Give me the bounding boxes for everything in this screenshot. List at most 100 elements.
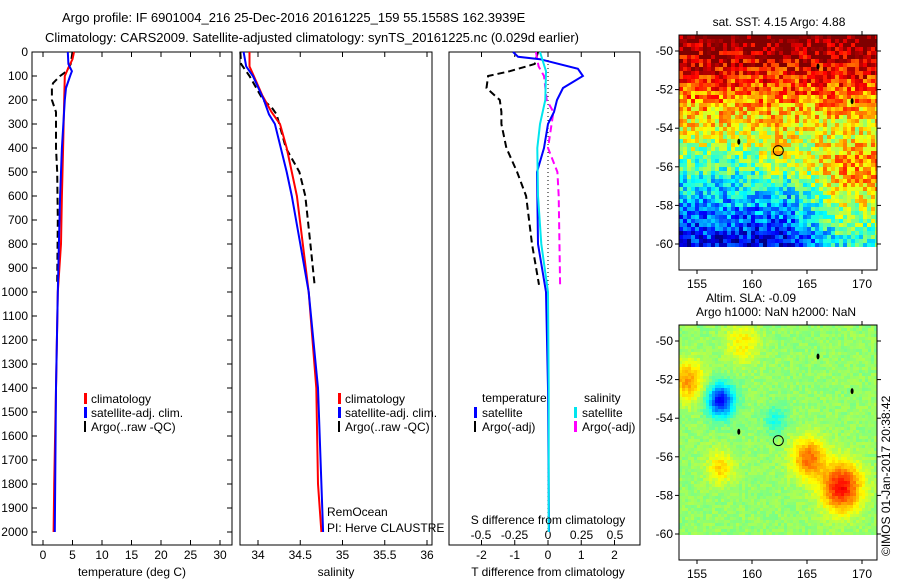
y-tick-label: 1000 <box>1 285 28 299</box>
lat-tick-label: -56 <box>656 160 674 174</box>
lat-tick-label: -50 <box>656 334 674 348</box>
satellite-temperature-line <box>53 51 73 533</box>
imos-credit: ©IMOS 01-Jan-2017 20:38:42 <box>879 395 893 556</box>
salinity-panel: 34 34.5 35 35.5 36 <box>239 51 434 562</box>
s-diff-xlabel: S difference from climatology <box>471 513 626 527</box>
lon-tick-label: 170 <box>852 567 872 580</box>
lat-tick-label: -58 <box>656 198 674 212</box>
legend-header-temperature: temperature <box>482 391 547 405</box>
plot-frame <box>239 51 433 546</box>
legend-climatology: climatology <box>345 392 405 406</box>
y-tick-label: 900 <box>8 261 28 275</box>
argo-t-diff-line <box>485 51 540 285</box>
x-tick-label: 30 <box>213 548 227 562</box>
legend-argo: Argo(..raw -QC) <box>91 420 176 434</box>
temperature-legend: climatology satellite-adj. clim. Argo(..… <box>84 392 183 434</box>
remocean-label: RemOcean <box>327 505 388 519</box>
map-frame <box>678 324 878 561</box>
salinity-xlabel: salinity <box>318 565 355 579</box>
x-tick-label: 15 <box>125 548 139 562</box>
lat-tick-label: -52 <box>656 373 674 387</box>
y-tick-label: 600 <box>8 189 28 203</box>
legend-satellite: satellite-adj. clim. <box>345 406 437 420</box>
legend-satellite: satellite-adj. clim. <box>91 406 183 420</box>
legend-climatology: climatology <box>91 392 151 406</box>
island-marker <box>850 388 854 395</box>
sla-map-image <box>679 325 877 560</box>
x-tick-label: 20 <box>154 548 168 562</box>
plot-frame <box>31 51 233 546</box>
sst-map-title: sat. SST: 4.15 Argo: 4.88 <box>713 15 846 29</box>
y-tick-label: 1700 <box>1 453 28 467</box>
sla-map-title-1: Altim. SLA: -0.09 <box>706 291 796 305</box>
s-diff-tick-label: -0.5 <box>471 528 492 542</box>
y-tick-label: 1400 <box>1 381 28 395</box>
s-diff-tick-label: -0.25 <box>501 528 529 542</box>
lat-tick-label: -58 <box>656 488 674 502</box>
pi-label: PI: Herve CLAUSTRE <box>327 521 444 535</box>
y-tick-label: 1100 <box>2 309 28 323</box>
satellite-t-diff-line <box>512 51 585 533</box>
y-tick-label: 200 <box>8 93 28 107</box>
y-tick-label: 1800 <box>1 477 28 491</box>
temperature-xlabel: temperature (deg C) <box>78 565 186 579</box>
y-tick-label: 1500 <box>1 405 28 419</box>
y-tick-label: 1900 <box>1 501 28 515</box>
lon-tick-label: 155 <box>687 567 707 580</box>
x-tick-label: 35 <box>336 548 350 562</box>
y-tick-label: 1300 <box>1 357 28 371</box>
sla-map-axes: 155 160 165 170 -50 -52 -54 -56 -58 -60 <box>656 321 881 580</box>
x-tick-label: -2 <box>476 548 487 562</box>
satellite-s-diff-line <box>536 51 550 532</box>
island-marker <box>737 428 741 435</box>
x-tick-label: 0 <box>545 548 552 562</box>
y-tick-label: 700 <box>8 213 28 227</box>
legend-s-argo: Argo(-adj) <box>582 420 635 434</box>
x-tick-label: 35.5 <box>373 548 397 562</box>
argo-salinity-line <box>239 51 316 285</box>
x-tick-label: -1 <box>509 548 520 562</box>
profile-location-marker <box>772 435 784 447</box>
argo-temperature-line <box>50 51 74 285</box>
y-tick-label: 500 <box>8 165 28 179</box>
y-tick-label: 400 <box>8 141 28 155</box>
island-marker <box>737 138 741 145</box>
lon-tick-label: 160 <box>742 567 762 580</box>
y-tick-label: 1600 <box>1 429 28 443</box>
lat-tick-label: -50 <box>656 44 674 58</box>
y-tick-label: 800 <box>8 237 28 251</box>
legend-t-satellite: satellite <box>482 406 523 420</box>
profile-location-marker <box>772 145 784 157</box>
temperature-panel: 0 5 10 15 20 25 300100200300400500600700800900… <box>1 45 233 562</box>
lat-tick-label: -56 <box>656 450 674 464</box>
x-tick-label: 10 <box>95 548 109 562</box>
island-marker <box>850 98 854 105</box>
lat-tick-label: -54 <box>656 121 674 135</box>
title-line-2: Climatology: CARS2009. Satellite-adjuste… <box>45 30 579 45</box>
s-diff-tick-label: 0.5 <box>607 528 624 542</box>
lat-tick-label: -52 <box>656 83 674 97</box>
y-tick-label: 100 <box>8 69 28 83</box>
lon-tick-label: 160 <box>742 277 762 291</box>
climatology-salinity-line <box>248 52 323 533</box>
lon-tick-label: 170 <box>852 277 872 291</box>
x-tick-label: 5 <box>69 548 76 562</box>
legend-t-argo: Argo(-adj) <box>482 420 535 434</box>
title-line-1: Argo profile: IF 6901004_216 25-Dec-2016… <box>62 10 526 25</box>
legend-header-salinity: salinity <box>584 391 621 405</box>
difference-legend: temperature salinity satellite Argo(-adj… <box>474 391 635 434</box>
map-frame <box>678 34 878 271</box>
x-tick-label: 1 <box>578 548 585 562</box>
y-tick-label: 300 <box>8 117 28 131</box>
y-tick-label: 1200 <box>1 333 28 347</box>
lat-tick-label: -60 <box>656 527 674 541</box>
lon-tick-label: 155 <box>687 277 707 291</box>
x-tick-label: 36 <box>420 548 434 562</box>
difference-panel: -2 -1 0 1 2 -0.5 -0.25 0 0.25 0.5 <box>448 51 641 562</box>
sla-map-title-2: Argo h1000: NaN h2000: NaN <box>696 305 856 319</box>
y-tick-label: 2000 <box>1 525 28 539</box>
lon-tick-label: 165 <box>797 277 817 291</box>
sst-map-image <box>679 35 877 270</box>
sst-map-axes: 155 160 165 170 -50 -52 -54 -56 -58 -60 <box>656 31 881 291</box>
